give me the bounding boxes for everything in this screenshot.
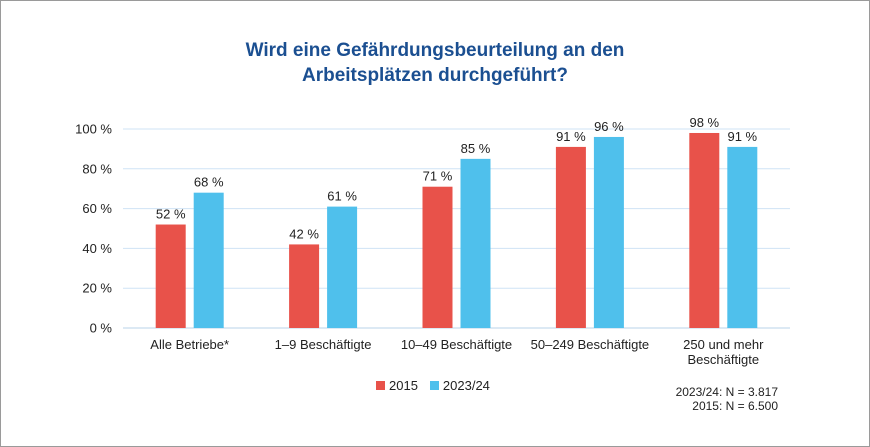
legend-swatch-2023-24	[429, 381, 439, 390]
x-category-label-line: Alle Betriebe*	[150, 337, 229, 352]
legend-swatch-2015	[376, 381, 385, 390]
bar	[555, 146, 586, 328]
x-category-label: 10–49 Beschäftigte	[401, 337, 512, 352]
x-category-label-line: 1–9 Beschäftigte	[275, 337, 372, 352]
sample-size-2015: 2015: N = 6.500	[692, 399, 778, 413]
bar	[460, 158, 491, 328]
y-tick-label: 80 %	[82, 161, 112, 176]
data-label: 96 %	[594, 119, 624, 134]
chart-title: Wird eine Gefährdungsbeurteilung an den …	[0, 38, 870, 88]
bar	[689, 132, 720, 328]
y-tick-label: 20 %	[82, 281, 112, 296]
x-category-label-line: 50–249 Beschäftigte	[531, 337, 650, 352]
legend-label-2023-24: 2023/24	[442, 378, 490, 393]
bar	[289, 244, 320, 328]
legend: 2015 2023/24	[376, 378, 496, 393]
x-category-label: 1–9 Beschäftigte	[275, 337, 372, 352]
chart-title-line-1: Wird eine Gefährdungsbeurteilung an den	[245, 40, 625, 61]
x-category-label: Alle Betriebe*	[150, 337, 229, 352]
x-category-label: 50–249 Beschäftigte	[531, 337, 650, 352]
data-label: 61 %	[327, 189, 357, 204]
bar	[327, 206, 358, 328]
data-label: 71 %	[423, 169, 453, 184]
y-tick-label: 100 %	[75, 122, 112, 137]
x-category-label-line: Beschäftigte	[688, 352, 760, 367]
bar	[193, 192, 224, 328]
bar	[422, 186, 453, 328]
x-category-label-line: 10–49 Beschäftigte	[401, 337, 512, 352]
x-category-label-line: 250 und mehr	[683, 337, 764, 352]
y-tick-label: 0 %	[90, 321, 113, 336]
data-label: 85 %	[461, 141, 491, 156]
data-label: 52 %	[156, 207, 186, 222]
x-category-label: 250 und mehr Beschäftigte	[683, 337, 764, 367]
data-label: 42 %	[289, 226, 319, 241]
y-tick-label: 60 %	[82, 201, 112, 216]
legend-label-2015: 2015	[389, 378, 418, 393]
sample-size-2023-24: 2023/24: N = 3.817	[675, 385, 778, 399]
bar	[593, 136, 624, 328]
chart-title-line-2: Arbeitsplätzen durchgeführt?	[301, 65, 568, 86]
data-label: 91 %	[556, 129, 586, 144]
bar	[727, 146, 758, 328]
y-tick-label: 40 %	[82, 241, 112, 256]
legend-item-2023-24: 2023/24	[429, 378, 490, 393]
data-label: 68 %	[194, 175, 224, 190]
bar	[155, 224, 186, 328]
sample-size-note: 2023/24: N = 3.817 2015: N = 6.500	[676, 385, 778, 413]
data-label: 98 %	[689, 115, 719, 130]
data-label: 91 %	[727, 129, 757, 144]
legend-item-2015: 2015	[376, 378, 418, 393]
